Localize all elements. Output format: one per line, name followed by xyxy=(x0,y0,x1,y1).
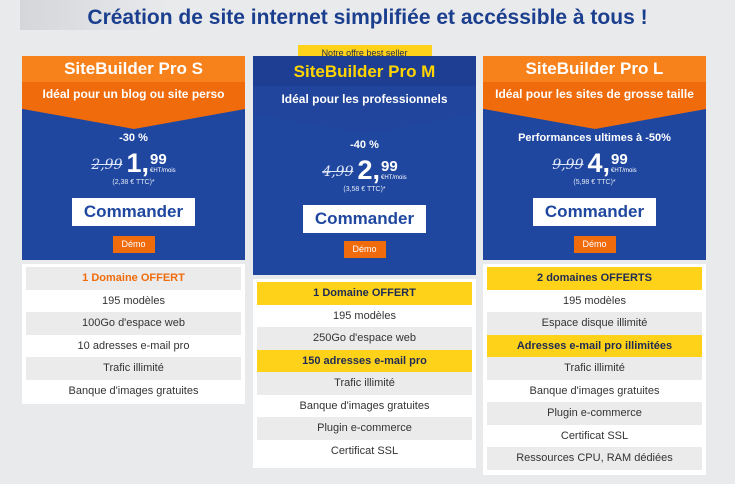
price: 2,99 1, 99 €HT/mois xyxy=(22,144,245,178)
feature-item: Certificat SSL xyxy=(560,429,629,442)
feature-item: 195 modèles xyxy=(333,309,396,322)
feature-item: Banque d'images gratuites xyxy=(529,384,660,397)
price-unit: €HT/mois xyxy=(150,168,176,174)
price-unit: €HT/mois xyxy=(381,175,407,181)
price-integer: 4, xyxy=(587,148,611,178)
demo-button[interactable]: Démo xyxy=(112,236,155,253)
promo-label: Performances ultimes à -50% xyxy=(518,132,671,144)
old-price: 9,99 xyxy=(552,157,584,173)
demo-button[interactable]: Démo xyxy=(573,236,616,253)
feature-item: Certificat SSL xyxy=(330,444,399,457)
header-arrow xyxy=(22,109,245,129)
price-decimal: 99 xyxy=(381,158,398,175)
plan-subtitle: Idéal pour les professionnels xyxy=(253,86,476,114)
feature-item: 195 modèles xyxy=(102,294,165,307)
price-decimal: 99 xyxy=(150,151,167,168)
feature-item: Plugin e-commerce xyxy=(487,402,702,425)
feature-item: Ressources CPU, RAM dédiées xyxy=(487,447,702,470)
feature-item: 150 adresses e-mail pro xyxy=(257,349,472,372)
price-decimal: 99 xyxy=(611,151,628,168)
feature-item: Adresses e-mail pro illimitées xyxy=(487,334,702,357)
feature-item: 1 Domaine OFFERT xyxy=(26,267,241,290)
old-price: 2,99 xyxy=(91,157,123,173)
price-ttc: (2,38 € TTC)* xyxy=(112,179,155,186)
old-price: 4,99 xyxy=(322,164,354,180)
feature-item: Trafic illimité xyxy=(257,372,472,395)
plan-header: SiteBuilder Pro S Idéal pour un blog ou … xyxy=(22,56,245,260)
feature-list: 1 Domaine OFFERT 195 modèles 250Go d'esp… xyxy=(253,279,476,468)
header-arrow xyxy=(483,109,706,129)
feature-item: Trafic illimité xyxy=(487,357,702,380)
price-unit: €HT/mois xyxy=(611,168,637,174)
feature-list: 2 domaines OFFERTS 195 modèles Espace di… xyxy=(483,264,706,475)
feature-item: 2 domaines OFFERTS xyxy=(487,267,702,290)
order-button[interactable]: Commander xyxy=(72,198,195,226)
price: 4,99 2, 99 €HT/mois xyxy=(253,151,476,185)
demo-button[interactable]: Démo xyxy=(343,241,386,258)
header-decoration xyxy=(20,0,170,30)
price-integer: 2, xyxy=(357,155,381,185)
feature-item: 250Go d'espace web xyxy=(257,327,472,350)
price-integer: 1, xyxy=(126,148,150,178)
feature-item: 100Go d'espace web xyxy=(26,312,241,335)
feature-item: Espace disque illimité xyxy=(487,312,702,335)
feature-item: Banque d'images gratuites xyxy=(68,384,199,397)
plan-subtitle: Idéal pour les sites de grosse taille xyxy=(483,82,706,109)
order-button[interactable]: Commander xyxy=(533,198,656,226)
page-title: Création de site internet simplifiée et … xyxy=(87,6,648,29)
plan-name: SiteBuilder Pro S xyxy=(22,56,245,82)
plan-subtitle: Idéal pour un blog ou site perso xyxy=(22,82,245,109)
feature-item: Plugin e-commerce xyxy=(257,417,472,440)
plan-header: SiteBuilder Pro L Idéal pour les sites d… xyxy=(483,56,706,260)
plan-header: SiteBuilder Pro M Idéal pour les profess… xyxy=(253,56,476,275)
plan-name: SiteBuilder Pro M xyxy=(253,56,476,86)
promo-label: -40 % xyxy=(350,139,379,151)
price: 9,99 4, 99 €HT/mois xyxy=(483,144,706,178)
feature-item: 10 adresses e-mail pro xyxy=(77,339,190,352)
feature-item: Trafic illimité xyxy=(26,357,241,380)
plan-card-s: SiteBuilder Pro S Idéal pour un blog ou … xyxy=(22,56,245,404)
feature-item: 1 Domaine OFFERT xyxy=(257,282,472,305)
promo-label: -30 % xyxy=(119,132,148,144)
order-button[interactable]: Commander xyxy=(303,205,426,233)
header-arrow xyxy=(253,114,476,134)
feature-item: Banque d'images gratuites xyxy=(299,399,430,412)
price-ttc: (3,58 € TTC)* xyxy=(343,186,386,193)
plan-card-m: Notre offre best seller SiteBuilder Pro … xyxy=(253,45,476,468)
feature-list: 1 Domaine OFFERT 195 modèles 100Go d'esp… xyxy=(22,264,245,404)
plan-card-l: SiteBuilder Pro L Idéal pour les sites d… xyxy=(483,56,706,475)
price-ttc: (5,98 € TTC)* xyxy=(573,179,616,186)
plan-name: SiteBuilder Pro L xyxy=(483,56,706,82)
feature-item: 195 modèles xyxy=(563,294,626,307)
